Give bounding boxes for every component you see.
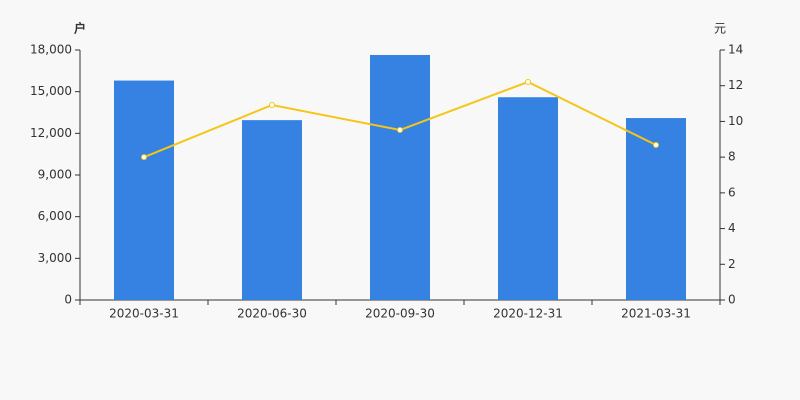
bar bbox=[370, 55, 430, 300]
y2-tick-label: 8 bbox=[728, 150, 736, 164]
y2-tick-label: 4 bbox=[728, 221, 736, 235]
bar bbox=[242, 120, 302, 300]
y-tick-label: 15,000 bbox=[30, 84, 72, 98]
line-point bbox=[141, 154, 147, 161]
x-tick-label: 2020-12-31 bbox=[493, 307, 563, 321]
line-point bbox=[397, 127, 403, 133]
x-tick-label: 2020-09-30 bbox=[365, 307, 435, 321]
y-tick-label: 6,000 bbox=[38, 209, 72, 223]
y2-tick-label: 6 bbox=[728, 185, 736, 199]
y2-tick-label: 14 bbox=[728, 43, 743, 57]
y-tick-label: 3,000 bbox=[38, 251, 72, 265]
x-tick-label: 2020-03-31 bbox=[109, 307, 179, 321]
y-tick-label: 18,000 bbox=[30, 43, 72, 57]
y2-tick-label: 12 bbox=[728, 78, 743, 92]
y2-tick-label: 2 bbox=[728, 257, 736, 271]
bar bbox=[626, 118, 686, 300]
y-tick-label: 9,000 bbox=[38, 168, 72, 182]
line-point bbox=[269, 102, 275, 108]
y-axis-label: 户 bbox=[74, 21, 86, 36]
line-point bbox=[525, 78, 531, 85]
y-tick-label: 0 bbox=[64, 293, 72, 307]
x-tick-label: 2021-03-31 bbox=[621, 307, 691, 321]
bar bbox=[498, 97, 558, 300]
y2-tick-label: 10 bbox=[728, 114, 743, 128]
y2-axis-label: 元 bbox=[714, 22, 726, 36]
line-point bbox=[653, 142, 659, 148]
y2-tick-label: 0 bbox=[728, 293, 736, 307]
bar bbox=[114, 80, 174, 300]
x-tick-label: 2020-06-30 bbox=[237, 307, 307, 321]
y-tick-label: 12,000 bbox=[30, 126, 72, 140]
